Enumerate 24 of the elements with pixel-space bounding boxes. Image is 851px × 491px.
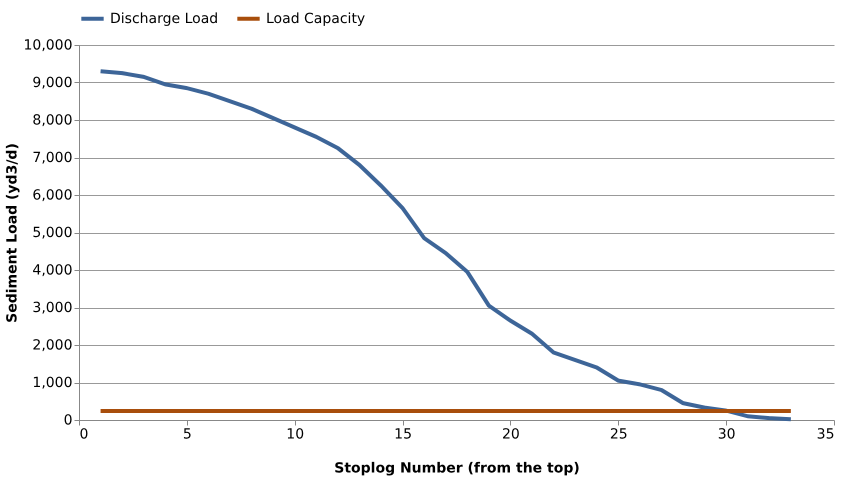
x-tick-label: 35 bbox=[816, 426, 834, 442]
y-tick-label: 9,000 bbox=[32, 75, 72, 91]
y-tick-label: 8,000 bbox=[32, 112, 72, 128]
legend-label: Load Capacity bbox=[266, 10, 366, 27]
legend-label: Discharge Load bbox=[110, 10, 218, 27]
x-tick-label: 15 bbox=[394, 426, 412, 442]
line-series bbox=[98, 69, 793, 422]
y-tick-label: 4,000 bbox=[32, 262, 72, 278]
y-tick-label: 0 bbox=[64, 412, 72, 428]
x-tick-label: 25 bbox=[610, 426, 628, 442]
y-tick-label: 5,000 bbox=[32, 225, 72, 241]
y-tick-label: 2,000 bbox=[32, 338, 72, 354]
x-axis-title: Stoplog Number (from the top) bbox=[334, 460, 580, 476]
x-tick-label: 30 bbox=[718, 426, 736, 442]
x-tick-label: 10 bbox=[286, 426, 304, 442]
y-tick-label: 3,000 bbox=[32, 300, 72, 316]
y-tick-label: 7,000 bbox=[32, 150, 72, 166]
y-tick-label: 6,000 bbox=[32, 188, 72, 204]
y-tick-label: 10,000 bbox=[24, 38, 72, 54]
y-tick-label: 1,000 bbox=[32, 375, 72, 391]
y-axis-title: Sediment Load (yd3/d) bbox=[4, 143, 21, 323]
x-tick-label: 5 bbox=[182, 426, 192, 442]
x-tick-label: 0 bbox=[80, 426, 88, 442]
x-tick-label: 20 bbox=[502, 426, 520, 442]
